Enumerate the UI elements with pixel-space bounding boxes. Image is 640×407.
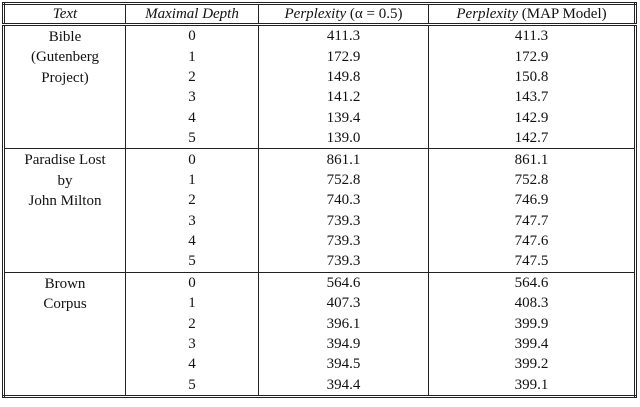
header-cell: Perplexity (α = 0.5) (258, 3, 429, 26)
header-italic: Perplexity (456, 6, 519, 22)
data-row: 1 752.8 752.8 (4, 169, 636, 191)
value-cell: 746.9 (428, 190, 636, 211)
value-cell: 752.8 (428, 169, 636, 191)
value-cell: 4 (125, 107, 259, 128)
value-cell: 3 (125, 333, 259, 355)
data-row: 5 139.0 142.7 (4, 127, 636, 149)
value-cell: 747.6 (428, 230, 636, 252)
text-line: Bible (48, 29, 82, 45)
text-cell: Brown Corpus (3, 271, 126, 397)
value-cell: 747.5 (428, 251, 636, 273)
value-cell: 861.1 (428, 148, 636, 170)
value-cell: 399.4 (428, 333, 636, 355)
data-row: 3 394.9 399.4 (4, 333, 636, 355)
data-row: 1 407.3 408.3 (4, 293, 636, 314)
value-cell: 411.3 (258, 24, 429, 47)
value-cell: 739.3 (258, 210, 429, 231)
data-row: 2 149.8 150.8 (4, 66, 636, 88)
data-row: 5 394.4 399.1 (4, 374, 636, 397)
value-cell: 149.8 (258, 66, 429, 88)
data-row: 5 739.3 747.5 (4, 251, 636, 273)
text-line: Project) (41, 69, 89, 86)
data-row: 4 139.4 142.9 (4, 107, 636, 128)
value-cell: 0 (125, 24, 259, 47)
value-cell: 752.8 (258, 169, 429, 191)
data-row: 3 739.3 747.7 (4, 210, 636, 231)
header-italic: Perplexity (284, 6, 347, 22)
data-row: 3 141.2 143.7 (4, 87, 636, 108)
value-cell: 399.1 (428, 374, 636, 397)
text-line: (Gutenberg (30, 49, 100, 66)
value-cell: 408.3 (428, 293, 636, 314)
value-cell: 739.3 (258, 230, 429, 252)
value-cell: 142.7 (428, 127, 636, 149)
value-cell: 407.3 (258, 293, 429, 314)
value-cell: 5 (125, 251, 259, 273)
value-cell: 0 (125, 148, 259, 170)
text-line: Corpus (43, 296, 87, 313)
value-cell: 394.9 (258, 333, 429, 355)
data-row: 1 172.9 172.9 (4, 46, 636, 67)
value-cell: 142.9 (428, 107, 636, 128)
value-cell: 5 (125, 127, 259, 149)
value-cell: 747.7 (428, 210, 636, 231)
data-row: 2 396.1 399.9 (4, 313, 636, 334)
text-line: Paradise Lost (24, 152, 106, 169)
value-cell: 394.4 (258, 374, 429, 397)
text-line: Brown (44, 275, 86, 292)
data-row: 4 394.5 399.2 (4, 354, 636, 375)
header-plain: (α = 0.5) (349, 6, 403, 22)
value-cell: 139.4 (258, 107, 429, 128)
value-cell: 2 (125, 66, 259, 88)
header-cell: Perplexity (MAP Model) (428, 3, 636, 26)
data-row: 4 739.3 747.6 (4, 230, 636, 252)
data-row: Brown Corpus 0 564.6 564.6 (3, 271, 636, 397)
value-cell: 411.3 (428, 24, 636, 47)
value-cell: 2 (125, 190, 259, 211)
value-cell: 861.1 (258, 148, 429, 170)
value-cell: 172.9 (428, 46, 636, 67)
value-cell: 0 (125, 271, 259, 294)
header-plain: (MAP Model) (521, 6, 607, 22)
text-cell: Paradise Lost by John Milton (3, 148, 126, 273)
data-row: Paradise Lost by John Milton 0 861.1 861.1 (3, 148, 636, 273)
value-cell: 740.3 (258, 190, 429, 211)
value-cell: 3 (125, 210, 259, 231)
value-cell: 1 (125, 293, 259, 314)
value-cell: 143.7 (428, 87, 636, 108)
header-italic: Text (52, 6, 78, 22)
value-cell: 399.2 (428, 354, 636, 375)
text-line: by (57, 172, 73, 189)
value-cell: 3 (125, 87, 259, 108)
value-cell: 4 (125, 230, 259, 252)
value-cell: 739.3 (258, 251, 429, 273)
header-italic: Maximal Depth (145, 6, 239, 22)
header-cell: Maximal Depth (125, 3, 259, 26)
value-cell: 4 (125, 354, 259, 375)
results-table: Text Maximal Depth Perplexity (α = 0.5) Per… (2, 2, 637, 399)
header-cell: Text (3, 3, 126, 26)
value-cell: 396.1 (258, 313, 429, 334)
text-line: John Milton (28, 193, 102, 210)
data-row: 2 740.3 746.9 (4, 190, 636, 211)
value-cell: 141.2 (258, 87, 429, 108)
value-cell: 1 (125, 46, 259, 67)
text-cell: Bible (Gutenberg Project) (3, 23, 126, 149)
value-cell: 1 (125, 169, 259, 191)
value-cell: 172.9 (258, 46, 429, 67)
value-cell: 564.6 (428, 271, 636, 294)
value-cell: 399.9 (428, 313, 636, 334)
value-cell: 2 (125, 313, 259, 334)
value-cell: 5 (125, 374, 259, 397)
header-row: Text Maximal Depth Perplexity (α = 0.5) Per… (3, 3, 636, 26)
value-cell: 564.6 (258, 271, 429, 294)
value-cell: 394.5 (258, 354, 429, 375)
data-row: Bible (Gutenberg Project) 0 411.3 411.3 (3, 23, 636, 149)
value-cell: 139.0 (258, 127, 429, 149)
value-cell: 150.8 (428, 66, 636, 88)
